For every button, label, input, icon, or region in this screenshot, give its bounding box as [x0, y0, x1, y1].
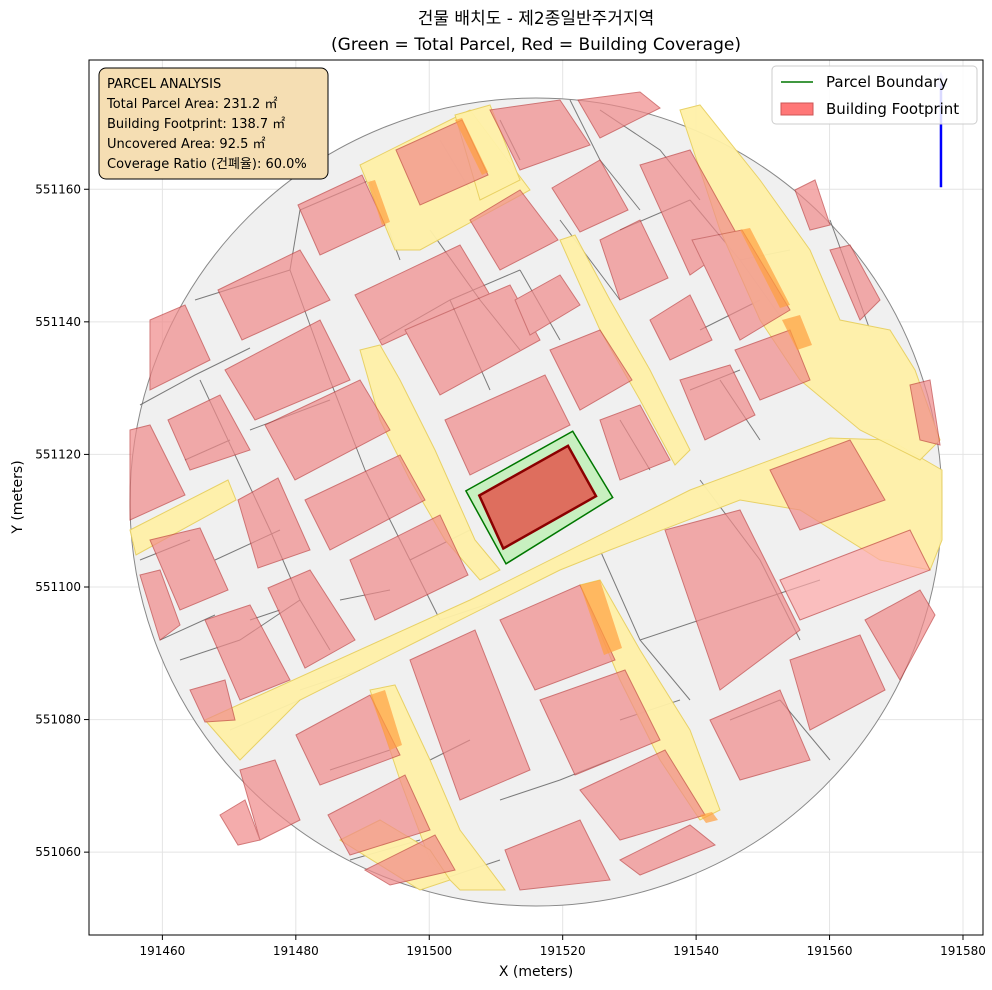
- building: [664, 509, 801, 691]
- target-building: [477, 444, 598, 551]
- chart-title: 건물 배치도 - 제2종일반주거지역: [418, 9, 654, 29]
- building: [139, 569, 181, 641]
- overlap: [455, 118, 488, 175]
- x-tick-label: 191580: [940, 944, 986, 958]
- building: [789, 634, 886, 731]
- building: [779, 529, 931, 621]
- y-tick-label: 551120: [35, 447, 81, 461]
- building: [489, 99, 591, 171]
- plot-frame: [88, 59, 984, 936]
- building: [149, 527, 229, 611]
- building: [829, 244, 881, 321]
- overlap: [368, 180, 390, 225]
- building: [264, 379, 391, 481]
- x-tick-label: 191480: [273, 944, 319, 958]
- building: [304, 454, 426, 551]
- info-line-coverage: Coverage Ratio (건폐율): 60.0%: [107, 157, 307, 172]
- x-tick-label: 191520: [540, 944, 586, 958]
- building: [549, 329, 633, 411]
- overlap: [700, 812, 718, 823]
- building: [404, 284, 541, 396]
- building: [327, 774, 431, 856]
- building: [409, 629, 531, 801]
- legend-building-swatch: [780, 102, 814, 116]
- plot-area: 191460 191480 191500 191520 191540 191560 1915…: [35, 59, 986, 958]
- building: [577, 91, 661, 139]
- legend-building-label: Building Footprint: [826, 100, 959, 118]
- building: [679, 364, 756, 441]
- building: [349, 514, 469, 621]
- chart-subtitle: (Green = Total Parcel, Red = Building Co…: [331, 35, 741, 55]
- building: [864, 589, 936, 682]
- building: [734, 329, 811, 401]
- building: [551, 159, 629, 233]
- info-line-total-area: Total Parcel Area: 231.2 ㎡: [106, 97, 277, 112]
- building: [599, 404, 671, 481]
- building: [619, 824, 716, 876]
- building: [709, 689, 811, 781]
- y-tick-label: 551060: [35, 845, 81, 859]
- building: [189, 679, 236, 723]
- building: [149, 304, 211, 391]
- building: [539, 669, 661, 776]
- target-parcel-group: [464, 430, 614, 565]
- building: [217, 249, 331, 341]
- axis-ticks: 191460 191480 191500 191520 191540 191560 1915…: [35, 182, 986, 958]
- building: [514, 274, 581, 336]
- legend-parcel-label: Parcel Boundary: [826, 73, 948, 91]
- info-box-frame: [98, 67, 329, 180]
- building: [167, 394, 251, 471]
- x-tick-label: 191560: [807, 944, 853, 958]
- y-tick-label: 551140: [35, 315, 81, 329]
- y-axis-label: Y (meters): [10, 460, 26, 534]
- y-tick-label: 551080: [35, 713, 81, 727]
- building: [239, 759, 301, 841]
- building: [909, 379, 941, 446]
- info-line-footprint: Building Footprint: 138.7 ㎡: [107, 117, 285, 132]
- info-line-uncovered: Uncovered Area: 92.5 ㎡: [107, 137, 266, 152]
- building: [297, 174, 386, 256]
- context-buildings: [129, 91, 941, 891]
- building: [599, 219, 669, 301]
- building: [295, 694, 401, 786]
- building-road-overlaps: [368, 118, 812, 823]
- legend: Parcel Boundary Building Footprint: [771, 65, 978, 125]
- building: [794, 179, 831, 231]
- x-tick-label: 191540: [673, 944, 719, 958]
- info-box: PARCEL ANALYSIS Total Parcel Area: 231.2…: [98, 67, 329, 180]
- building: [219, 799, 261, 846]
- building: [204, 604, 291, 701]
- building: [267, 569, 356, 669]
- building: [691, 229, 791, 341]
- y-tick-label: 551100: [35, 580, 81, 594]
- building: [504, 819, 611, 891]
- info-line-header: PARCEL ANALYSIS: [107, 77, 221, 92]
- road-left-stub: [129, 479, 237, 556]
- overlap: [370, 690, 402, 750]
- building: [129, 424, 186, 521]
- building: [649, 294, 713, 361]
- overlap: [782, 315, 812, 350]
- overlap: [580, 580, 622, 655]
- building: [499, 584, 616, 691]
- building: [769, 439, 886, 531]
- building: [469, 189, 559, 271]
- x-axis-label: X (meters): [499, 964, 573, 980]
- overlap: [740, 228, 790, 308]
- x-tick-label: 191460: [139, 944, 185, 958]
- y-tick-label: 551160: [35, 182, 81, 196]
- legend-frame: [771, 65, 978, 125]
- building: [237, 477, 311, 569]
- x-tick-label: 191500: [406, 944, 452, 958]
- building: [363, 834, 456, 886]
- building: [444, 374, 571, 476]
- building: [395, 119, 489, 206]
- building: [224, 319, 351, 421]
